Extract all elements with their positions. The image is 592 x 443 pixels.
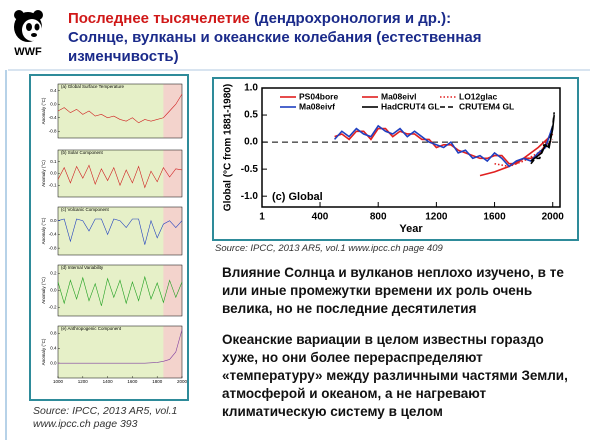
plot-shade-recent [163, 150, 182, 197]
plot-shade-recent [163, 265, 182, 316]
y-axis-label: Anomaly (°C) [41, 217, 46, 244]
y-tick-label: -0.1 [49, 182, 57, 187]
data-line [57, 218, 183, 245]
y-tick-label: 0.8 [50, 331, 57, 336]
plot-shade [58, 265, 182, 316]
plot-shade [58, 326, 182, 378]
y-tick-label: 0.4 [50, 345, 57, 350]
x-tick-label: 1000 [53, 379, 64, 384]
y-tick-label: 0.0 [50, 218, 57, 223]
x-tick-label: 1400 [103, 379, 114, 384]
y-tick-label: -0.5 [241, 164, 259, 175]
y-tick-label: 0.0 [244, 137, 258, 148]
y-tick-label: -0.4 [49, 232, 57, 237]
data-line [530, 114, 555, 162]
plot-shade-recent [163, 326, 182, 378]
slide-title: Последнее тысячелетие (дендрохронология … [68, 9, 588, 66]
title-line2: Солнце, вулканы и океанские колебания (е… [68, 29, 482, 65]
data-line [57, 164, 183, 189]
legend-label: HadCRUT4 GL [381, 101, 440, 111]
y-tick-label: -0.2 [49, 305, 57, 310]
right-figure-frame [212, 77, 579, 241]
y-tick-label: 1.0 [244, 83, 258, 94]
y-axis-label: Anomaly (°C) [41, 277, 46, 304]
y-tick-label: 0.0 [50, 171, 57, 176]
annotation: (c) Global [272, 191, 323, 203]
data-line [479, 133, 554, 177]
x-axis-label: Year [399, 223, 423, 235]
left-source: Source: IPCC, 2013 AR5, vol.1 www.ipcc.ch… [33, 405, 177, 431]
legend-label: LO12glac [459, 91, 498, 101]
y-axis-label: Global (°C from 1881-1980) [223, 84, 234, 211]
data-line [58, 329, 183, 364]
legend-label: Ma08eivf [299, 101, 335, 111]
y-tick-label: 0.0 [50, 288, 57, 293]
y-axis-label: Anomaly (°C) [41, 338, 46, 365]
data-line [333, 124, 554, 168]
x-tick-label: 2000 [177, 379, 188, 384]
y-tick-label: 0.4 [50, 88, 57, 93]
panel-title: (c) Volcanic Component [61, 207, 110, 212]
x-tick-label: 1800 [152, 379, 163, 384]
data-line [334, 127, 554, 165]
x-tick-label: 1600 [127, 379, 138, 384]
y-axis-label: Anomaly (°C) [41, 97, 46, 124]
y-tick-label: 0.5 [244, 110, 258, 121]
paragraph: Океанские вариации в целом известны гора… [222, 332, 568, 419]
x-tick-label: 1 [259, 212, 265, 223]
logo-panda [14, 10, 43, 42]
panel-title: (d) Internal Variability [61, 265, 104, 270]
source-line: Source: IPCC, 2013 AR5, vol.1 [33, 405, 178, 417]
x-tick-label: 400 [312, 212, 329, 223]
y-tick-label: -0.8 [49, 245, 57, 250]
legend-label: Ma08eivl [381, 91, 416, 101]
y-tick-label: -0.4 [49, 115, 57, 120]
x-tick-label: 1600 [483, 212, 506, 223]
x-tick-label: 1200 [425, 212, 448, 223]
plot-shade-recent [163, 84, 182, 138]
x-tick-label: 1200 [78, 379, 89, 384]
x-tick-label: 2000 [542, 212, 565, 223]
logo-text: WWF [14, 46, 42, 58]
panel-title: (b) Solar Component [61, 150, 104, 155]
right-source: Source: IPCC, 2013 AR5, vol.1 www.ipcc.c… [215, 243, 443, 254]
data-line [57, 275, 183, 306]
data-line [57, 93, 183, 124]
plot-frame [57, 206, 183, 256]
y-tick-label: 0.0 [50, 101, 57, 106]
plot-shade [58, 150, 182, 197]
plot-frame [261, 87, 561, 208]
y-tick-label: -0.8 [49, 128, 57, 133]
y-tick-label: 0.1 [50, 159, 57, 164]
y-tick-label: 0.0 [50, 360, 57, 365]
plot-shade-recent [163, 207, 182, 255]
y-tick-label: 0.2 [50, 271, 57, 276]
legend-label: CRUTEM4 GL [459, 101, 514, 111]
y-axis-label: Anomaly (°C) [41, 160, 46, 187]
paragraph: Влияние Солнца и вулканов неплохо изучен… [222, 265, 564, 316]
panel-title: (e) Anthropogenic Component [61, 326, 122, 331]
source-line: www.ipcc.ch page 393 [33, 418, 138, 430]
y-tick-label: -1.0 [241, 191, 259, 202]
title-red: Последнее тысячелетие [68, 10, 250, 27]
plot-frame [57, 325, 183, 379]
x-tick-label: 800 [370, 212, 387, 223]
panel-title: (a) Global Surface Temperature [61, 84, 124, 89]
legend-label: PS04bore [299, 91, 338, 101]
data-line [530, 112, 555, 165]
plot-shade [58, 207, 182, 255]
title-rest: (дендрохронология и др.): [254, 10, 452, 27]
